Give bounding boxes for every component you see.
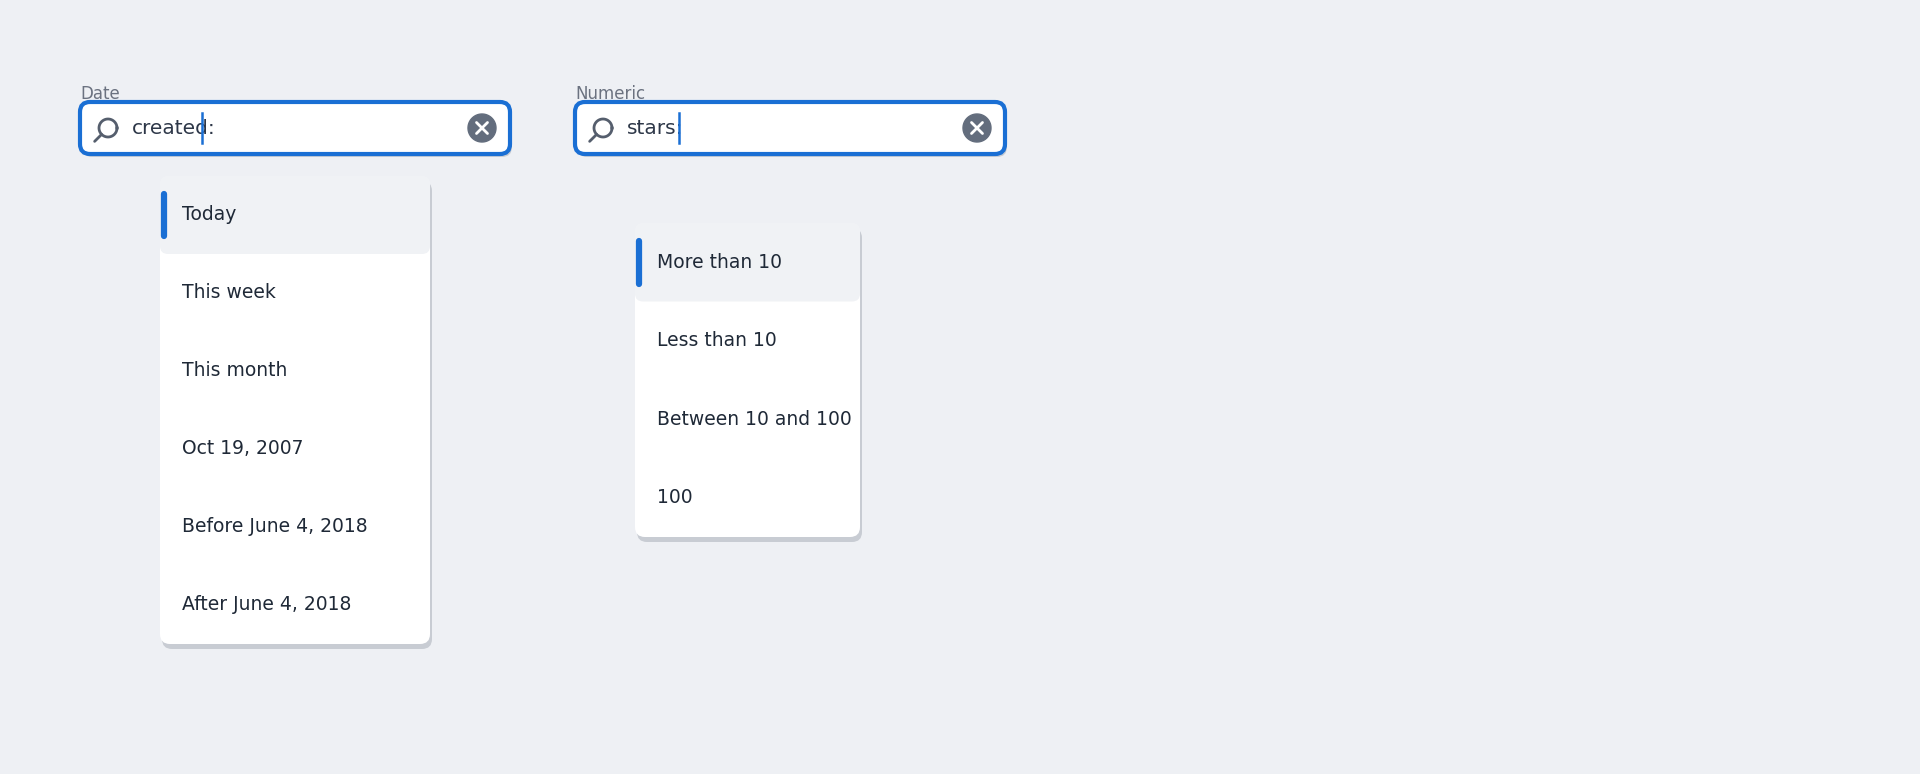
FancyBboxPatch shape [159, 176, 430, 644]
Text: Before June 4, 2018: Before June 4, 2018 [182, 518, 367, 536]
FancyBboxPatch shape [636, 223, 860, 302]
FancyBboxPatch shape [636, 223, 860, 537]
Text: Numeric: Numeric [574, 85, 645, 103]
Text: Oct 19, 2007: Oct 19, 2007 [182, 440, 303, 458]
Text: created:: created: [132, 118, 215, 138]
Polygon shape [964, 114, 991, 142]
FancyBboxPatch shape [159, 176, 430, 254]
Text: After June 4, 2018: After June 4, 2018 [182, 595, 351, 615]
Text: This month: This month [182, 361, 288, 381]
Text: 100: 100 [657, 488, 693, 507]
FancyBboxPatch shape [161, 181, 432, 649]
Text: Less than 10: Less than 10 [657, 331, 778, 351]
FancyBboxPatch shape [578, 105, 1006, 157]
Polygon shape [468, 114, 495, 142]
Text: This week: This week [182, 283, 276, 303]
Text: stars:: stars: [628, 118, 684, 138]
Text: Between 10 and 100: Between 10 and 100 [657, 409, 852, 429]
FancyBboxPatch shape [637, 228, 862, 542]
FancyBboxPatch shape [83, 105, 513, 157]
FancyBboxPatch shape [574, 102, 1004, 154]
Text: Today: Today [182, 206, 236, 224]
Text: More than 10: More than 10 [657, 253, 781, 272]
Text: Date: Date [81, 85, 119, 103]
FancyBboxPatch shape [81, 102, 511, 154]
